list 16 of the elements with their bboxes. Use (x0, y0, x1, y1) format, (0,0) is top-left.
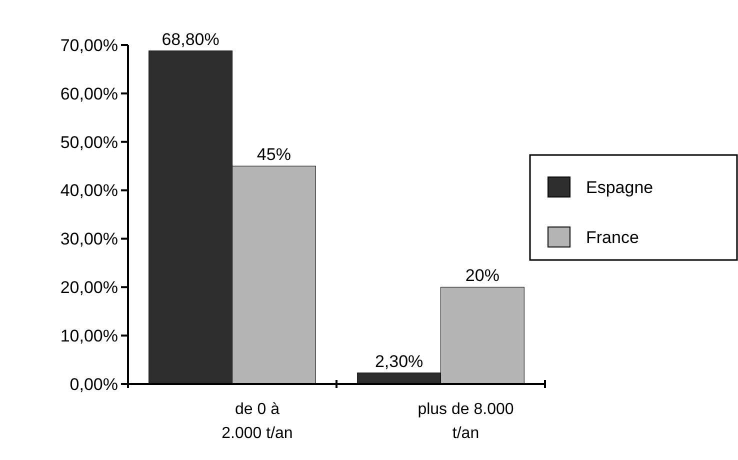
y-tick-label: 70,00% (60, 36, 118, 55)
x-tick-label: plus de 8.000 t/an (418, 401, 514, 442)
legend-label: Espagne (586, 178, 654, 197)
y-tick-label: 20,00% (60, 278, 118, 298)
y-tick-label: 40,00% (60, 181, 118, 200)
x-tick-label: de 0 à 2.000 t/an (222, 401, 293, 442)
legend-label: France (586, 228, 639, 247)
data-label: 45% (256, 145, 291, 164)
data-label: 68,80% (162, 30, 220, 49)
data-label: 2,30% (374, 352, 424, 371)
data-label: 20% (465, 266, 500, 286)
y-tick-label: 50,00% (60, 132, 118, 152)
y-tick-label: 60,00% (60, 84, 118, 104)
y-tick-label: 0,00% (70, 374, 118, 394)
y-tick-label: 10,00% (60, 326, 118, 346)
y-tick-label: 30,00% (60, 230, 118, 249)
